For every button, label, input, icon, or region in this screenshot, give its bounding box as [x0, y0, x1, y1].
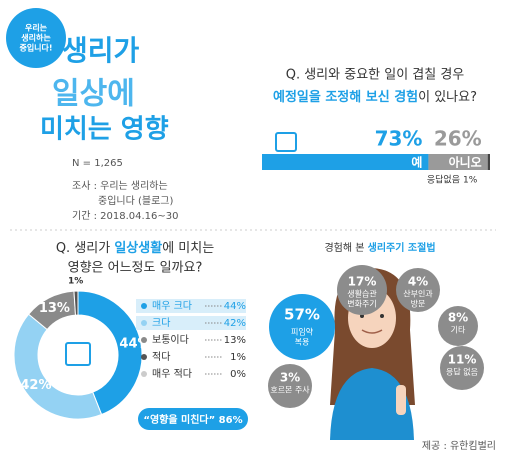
slice-label: 13% [39, 301, 70, 316]
slice-label: 1% [68, 277, 83, 287]
legend-label: 보통이다 [152, 334, 189, 346]
question-rest: 이 있나요? [418, 90, 477, 105]
legend-dot [141, 303, 147, 309]
speech-bubble [269, 294, 335, 360]
logo-text: 우리는 [25, 23, 48, 33]
question: 예정일을 조정해 보신 경험이 있나요? [273, 89, 477, 105]
segment-label: 예 [411, 155, 422, 170]
calendar-icon [275, 132, 297, 152]
bubble-value: 4% [408, 275, 428, 289]
donut-slice [13, 313, 103, 420]
value-label: 1% [463, 176, 478, 186]
info-text: 중입니다 (블로그) [98, 194, 173, 207]
bubble-value: 11% [448, 353, 477, 367]
legend-dot [141, 337, 147, 343]
legend-value: 1% [230, 352, 246, 363]
title-line: 미치는 영향 [40, 115, 169, 145]
question-part: 일상생활 [114, 240, 162, 256]
footer: 제공 : 유한킴벌리 [422, 440, 496, 452]
question: 영향은 어느정도 일까요? [68, 261, 203, 276]
bubble-label: 산부인과 [403, 289, 433, 299]
logo-text: 중입니다! [19, 43, 52, 53]
logo-text: 생리하는 [21, 33, 51, 43]
bubble-label: 호르몬 주사 [270, 386, 310, 395]
legend-value: 13% [224, 335, 246, 346]
speech-bubble [440, 346, 484, 390]
annotation: “영향을 미친다” 86% [143, 413, 242, 426]
bubble-label: 변화주기 [347, 299, 376, 309]
question: Q. 생리가 일상생활에 미치는 [56, 240, 214, 256]
legend-value: 0% [230, 369, 246, 380]
value-label: 26% [434, 127, 482, 151]
info-text: N = 1,265 [72, 158, 123, 169]
section-title-part: 생리주기 조절법 [368, 241, 436, 254]
donut-slice [77, 290, 143, 416]
bubble-label: 기타 [451, 326, 466, 335]
question-highlight: 예정일을 조정해 보신 경험 [273, 89, 418, 105]
title-line: 생리가 [62, 34, 140, 67]
legend-value: 44% [224, 301, 246, 312]
logo-circle [6, 8, 66, 68]
bar-segment [262, 154, 429, 170]
value-label: 73% [375, 127, 423, 151]
legend-label: 적다 [152, 351, 170, 363]
bubble-value: 57% [284, 306, 320, 324]
speech-bubble [337, 265, 387, 315]
bar-segment [428, 154, 488, 170]
bubble-label: 응답 없음 [446, 367, 478, 377]
info-text: 기간 : 2018.04.16~30 [72, 210, 179, 222]
bubble-label: 생활습관 [347, 289, 377, 299]
slice-label: 42% [20, 378, 51, 393]
segment-label: 응답없음 [427, 174, 460, 186]
legend-label: 매우 크다 [152, 300, 192, 312]
bubble-value: 17% [348, 275, 377, 289]
legend-value: 42% [224, 318, 246, 329]
question-part: Q. 생리가 [56, 241, 115, 256]
calendar-icon [65, 342, 91, 366]
speech-bubble [396, 268, 440, 312]
legend-highlight [136, 316, 246, 330]
bubble-label: 피임약 [291, 327, 314, 337]
legend-label: 크다 [152, 317, 170, 329]
speech-bubble [268, 364, 312, 408]
section-title-part: 경험해 본 [324, 241, 367, 254]
section-title: 경험해 본 생리주기 조절법 [324, 241, 435, 254]
bubble-label: 방문 [411, 299, 426, 309]
info-text: 조사 : 우리는 생리하는 [72, 179, 168, 192]
segment-label: 아니오 [449, 155, 482, 170]
bubble-value: 3% [280, 371, 300, 385]
question-part: 에 미치는 [162, 241, 214, 256]
bubble-label: 복용 [295, 338, 310, 347]
annotation-box [138, 408, 248, 430]
legend-highlight [136, 299, 246, 313]
legend-dot [141, 371, 147, 377]
bubble-value: 8% [448, 311, 468, 325]
speech-bubble [438, 306, 478, 346]
legend-label: 매우 적다 [152, 368, 192, 380]
legend-dot [141, 354, 147, 360]
bar-segment [487, 154, 490, 170]
title-line: 일상에 [52, 77, 135, 112]
question: Q. 생리와 중요한 일이 겹칠 경우 [286, 68, 465, 83]
legend-dot [141, 320, 147, 326]
